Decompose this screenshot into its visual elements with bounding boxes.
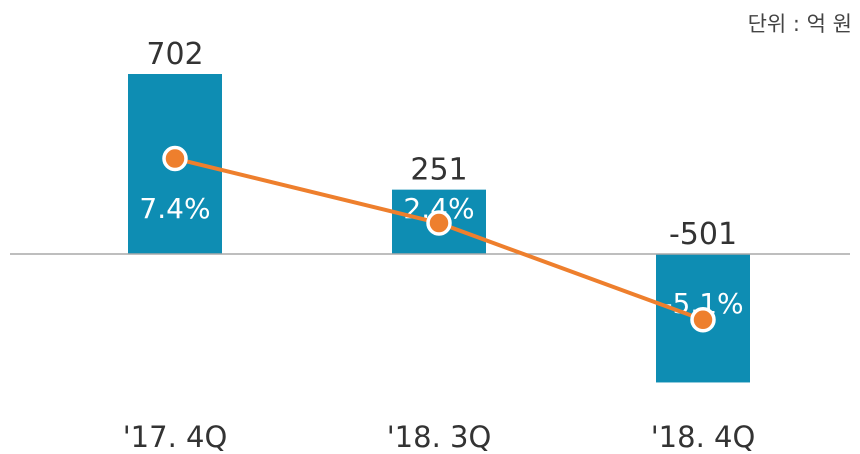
category-label: '17. 4Q [123,420,228,454]
line-point [690,307,716,333]
bar-value-label: 702 [146,37,203,72]
bar-value-label: -501 [669,217,737,252]
bar-value-label: 251 [410,153,467,188]
percent-label: 7.4% [139,192,210,225]
category-label: '18. 3Q [387,420,492,454]
category-label: '18. 4Q [651,420,756,454]
line-point [162,145,188,172]
unit-label: 단위 : 억 원 [747,12,852,36]
line-point [426,210,452,236]
